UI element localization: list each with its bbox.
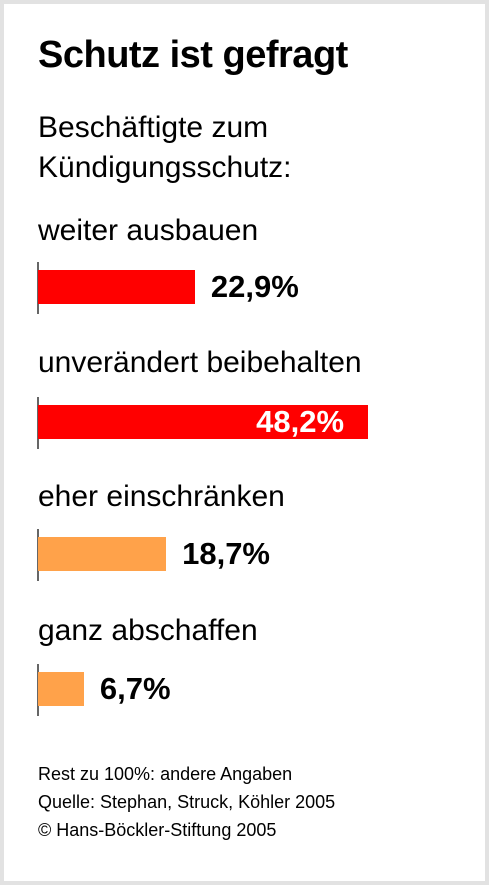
bar [38,270,195,304]
category-label: unverändert beibehalten [38,346,362,379]
subtitle-line-1: Beschäftigte zum [38,111,269,144]
category-label: eher einschränken [38,480,285,513]
footnote-source: Quelle: Stephan, Struck, Köhler 2005 [38,792,336,812]
category-label: ganz abschaffen [38,614,258,647]
chart-subtitle: Beschäftigte zum Kündigungsschutz: [38,108,292,188]
value-label: 48,2% [256,404,345,439]
footnote-rest: Rest zu 100%: andere Angaben [38,764,293,784]
value-label: 18,7% [182,536,270,571]
value-label: 22,9% [210,269,299,304]
footnote-copyright: © Hans-Böckler-Stiftung 2005 [38,820,277,840]
subtitle-line-2: Kündigungsschutz: [38,151,292,184]
bar [38,672,84,706]
bar [38,537,167,571]
category-label: weiter ausbauen [38,214,259,247]
chart-title: Schutz ist gefragt [38,34,348,76]
bar [38,405,369,439]
value-label: 6,7% [99,671,171,706]
